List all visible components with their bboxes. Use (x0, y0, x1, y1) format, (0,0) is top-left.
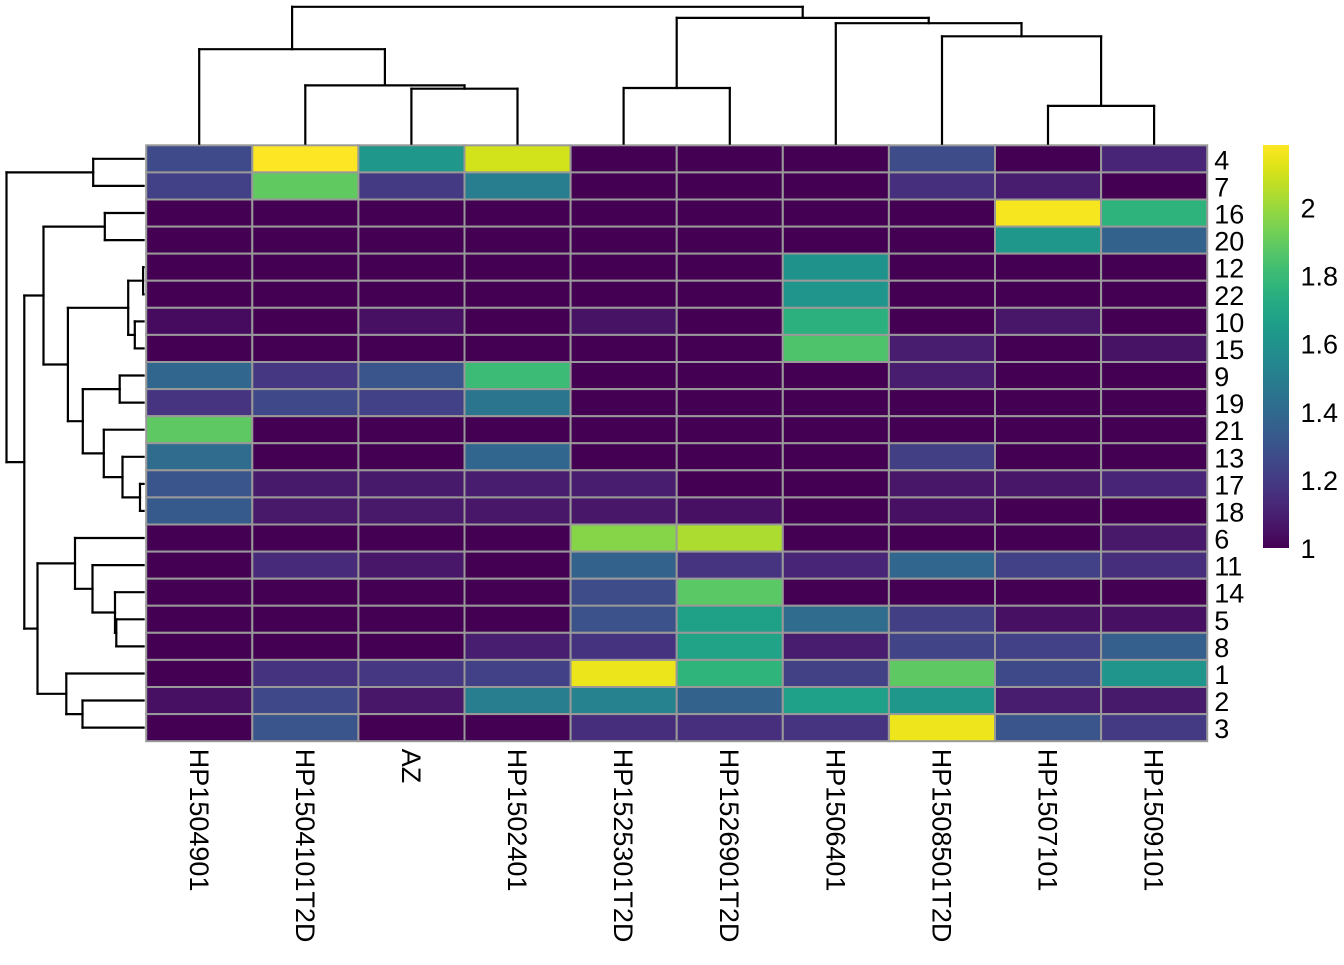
svg-text:1.6: 1.6 (1301, 330, 1339, 360)
svg-text:13: 13 (1214, 443, 1244, 473)
svg-text:10: 10 (1214, 308, 1244, 338)
svg-text:21: 21 (1214, 416, 1244, 446)
svg-text:HP1504901: HP1504901 (184, 749, 214, 892)
svg-text:14: 14 (1214, 579, 1244, 609)
svg-text:1.8: 1.8 (1301, 262, 1339, 292)
svg-text:HP1504101T2D: HP1504101T2D (290, 749, 320, 943)
svg-text:1: 1 (1214, 660, 1229, 690)
svg-text:8: 8 (1214, 633, 1229, 663)
svg-text:1.2: 1.2 (1301, 466, 1339, 496)
svg-text:11: 11 (1214, 552, 1242, 582)
svg-text:HP1509101: HP1509101 (1139, 749, 1169, 892)
svg-text:17: 17 (1214, 470, 1244, 500)
svg-text:1.4: 1.4 (1301, 398, 1339, 428)
svg-text:2: 2 (1214, 687, 1229, 717)
svg-text:HP1502401: HP1502401 (502, 749, 532, 892)
svg-text:2: 2 (1301, 193, 1316, 223)
svg-text:12: 12 (1214, 254, 1244, 284)
svg-text:4: 4 (1214, 145, 1229, 175)
svg-text:1: 1 (1301, 534, 1316, 564)
svg-text:16: 16 (1214, 200, 1244, 230)
svg-text:19: 19 (1214, 389, 1244, 419)
svg-text:3: 3 (1214, 714, 1229, 744)
svg-text:7: 7 (1214, 172, 1229, 202)
svg-text:HP1525301T2D: HP1525301T2D (608, 749, 638, 943)
svg-text:20: 20 (1214, 227, 1244, 257)
svg-text:5: 5 (1214, 606, 1229, 636)
svg-text:22: 22 (1214, 281, 1244, 311)
svg-text:18: 18 (1214, 497, 1244, 527)
svg-text:AZ: AZ (396, 749, 426, 784)
svg-text:HP1506401: HP1506401 (820, 749, 850, 892)
svg-text:15: 15 (1214, 335, 1244, 365)
svg-text:HP1507101: HP1507101 (1033, 749, 1063, 892)
svg-text:HP1508501T2D: HP1508501T2D (927, 749, 957, 943)
svg-text:HP1526901T2D: HP1526901T2D (714, 749, 744, 943)
svg-text:6: 6 (1214, 525, 1229, 555)
svg-text:9: 9 (1214, 362, 1229, 392)
